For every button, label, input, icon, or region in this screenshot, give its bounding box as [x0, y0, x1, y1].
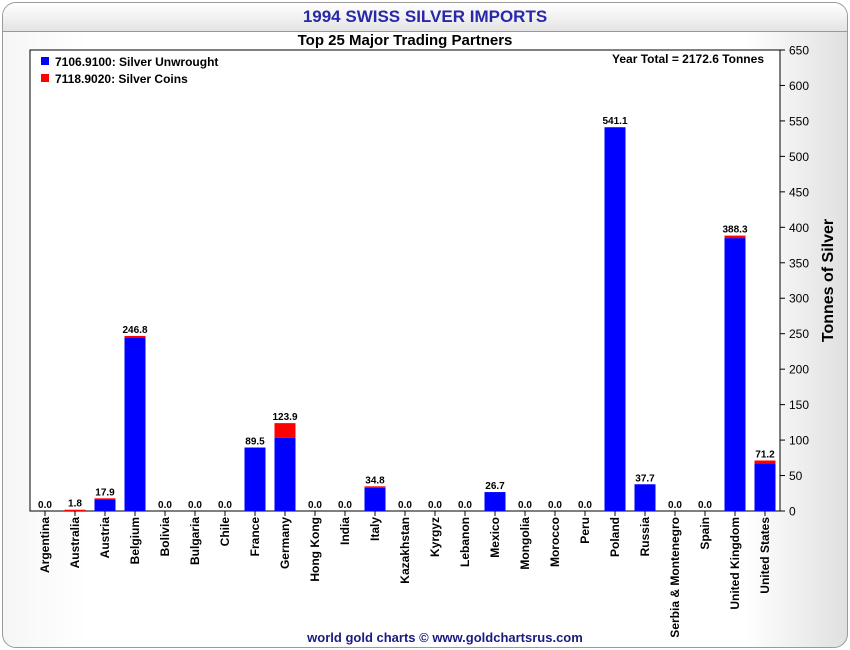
- bar-silver-coins: [94, 498, 116, 500]
- x-category-label: Mexico: [488, 517, 502, 558]
- y-tick-label: 200: [789, 363, 809, 377]
- legend-swatch: [41, 57, 49, 65]
- y-tick-label: 400: [789, 221, 809, 235]
- bar-silver-unwrought: [274, 437, 296, 511]
- y-tick-label: 50: [789, 469, 803, 483]
- x-category-label: Peru: [578, 517, 592, 544]
- chart-title: 1994 SWISS SILVER IMPORTS: [302, 7, 548, 26]
- bar-silver-unwrought: [634, 484, 656, 511]
- x-category-label: France: [248, 517, 262, 557]
- y-tick-label: 500: [789, 150, 809, 164]
- x-category-label: Argentina: [38, 517, 52, 573]
- bar-silver-unwrought: [244, 447, 266, 511]
- bar-total-label: 0.0: [458, 500, 472, 511]
- x-category-label: United Kingdom: [728, 517, 742, 610]
- bar-total-label: 71.2: [755, 450, 775, 461]
- x-category-label: Australia: [68, 517, 82, 569]
- x-category-label: Belgium: [128, 517, 142, 564]
- plot-area: [29, 49, 781, 512]
- bar-silver-unwrought: [754, 463, 776, 511]
- bar-total-label: 37.7: [635, 473, 655, 484]
- bar-total-label: 34.8: [365, 475, 385, 486]
- x-category-label: Lebanon: [458, 517, 472, 567]
- bar-silver-coins: [364, 486, 386, 488]
- bar-total-label: 0.0: [578, 500, 592, 511]
- y-tick-label: 250: [789, 327, 809, 341]
- bar-total-label: 17.9: [95, 487, 115, 498]
- footer-credit: world gold charts © www.goldchartsrus.co…: [306, 630, 583, 645]
- bar-silver-coins: [64, 509, 86, 511]
- x-category-label: Hong Kong: [308, 517, 322, 582]
- bar-total-label: 246.8: [122, 325, 147, 336]
- bar-total-label: 0.0: [338, 500, 352, 511]
- chart-subtitle: Top 25 Major Trading Partners: [298, 32, 513, 49]
- x-category-label: Poland: [608, 517, 622, 557]
- legend-label: 7106.9100: Silver Unwrought: [55, 55, 218, 69]
- bar-total-label: 0.0: [428, 500, 442, 511]
- bar-total-label: 0.0: [398, 500, 412, 511]
- bar-silver-unwrought: [724, 238, 746, 511]
- y-tick-label: 550: [789, 114, 809, 128]
- bar-silver-coins: [274, 423, 296, 438]
- y-tick-label: 600: [789, 79, 809, 93]
- x-category-label: Chile: [218, 517, 232, 547]
- bar-silver-unwrought: [484, 492, 506, 511]
- y-tick-label: 450: [789, 185, 809, 199]
- year-total-annotation: Year Total = 2172.6 Tonnes: [612, 52, 764, 66]
- bar-silver-unwrought: [94, 499, 116, 511]
- y-tick-label: 650: [789, 44, 809, 58]
- x-category-label: Morocco: [548, 517, 562, 567]
- x-category-label: United States: [758, 517, 772, 594]
- y-tick-label: 150: [789, 398, 809, 412]
- y-tick-label: 350: [789, 256, 809, 270]
- bar-silver-unwrought: [364, 487, 386, 511]
- bar-total-label: 89.5: [245, 437, 265, 448]
- x-category-label: Mongolia: [518, 517, 532, 570]
- bar-total-label: 0.0: [218, 500, 232, 511]
- bar-total-label: 0.0: [188, 500, 202, 511]
- x-category-label: Kazakhstan: [398, 517, 412, 584]
- bar-silver-coins: [724, 235, 746, 239]
- x-category-label: Spain: [698, 517, 712, 550]
- y-tick-label: 0: [789, 505, 796, 519]
- bar-total-label: 0.0: [548, 500, 562, 511]
- bar-total-label: 388.3: [722, 225, 747, 236]
- x-category-label: Germany: [278, 517, 292, 569]
- bar-total-label: 0.0: [38, 500, 52, 511]
- x-category-label: Bolivia: [158, 517, 172, 557]
- bar-total-label: 26.7: [485, 481, 505, 492]
- bar-silver-unwrought: [604, 127, 626, 511]
- bar-total-label: 0.0: [668, 500, 682, 511]
- x-category-label: Italy: [368, 517, 382, 541]
- bar-total-label: 1.8: [68, 499, 82, 510]
- bar-total-label: 0.0: [518, 500, 532, 511]
- y-tick-label: 100: [789, 434, 809, 448]
- y-axis-title: Tonnes of Silver: [820, 219, 837, 342]
- bar-silver-coins: [124, 335, 146, 338]
- bar-total-label: 0.0: [308, 500, 322, 511]
- x-category-label: Russia: [638, 517, 652, 557]
- x-category-label: Austria: [98, 517, 112, 559]
- bar-total-label: 541.1: [602, 116, 627, 127]
- x-category-label: Kyrgyz: [428, 517, 442, 557]
- bar-silver-coins: [754, 460, 776, 464]
- title-bar: 1994 SWISS SILVER IMPORTS: [3, 3, 847, 32]
- legend-label: 7118.9020: Silver Coins: [55, 72, 188, 86]
- bar-total-label: 123.9: [272, 412, 297, 423]
- legend-swatch: [41, 74, 49, 82]
- x-category-label: Bulgaria: [188, 517, 202, 565]
- x-category-label: Serbia & Montenegro: [668, 517, 682, 638]
- bar-total-label: 0.0: [158, 500, 172, 511]
- x-category-label: India: [338, 517, 352, 545]
- y-tick-label: 300: [789, 292, 809, 306]
- bar-silver-unwrought: [124, 337, 146, 511]
- bar-total-label: 0.0: [698, 500, 712, 511]
